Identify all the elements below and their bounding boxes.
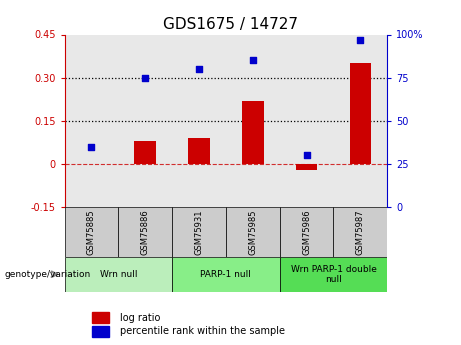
Text: GSM75886: GSM75886	[141, 209, 150, 255]
Point	[357, 37, 364, 42]
Point	[303, 152, 310, 158]
Bar	[242, 101, 264, 164]
Bar	[349, 63, 371, 164]
Bar	[333, 207, 387, 257]
Point	[142, 75, 149, 80]
Point	[88, 144, 95, 149]
Text: genotype/variation: genotype/variation	[5, 270, 91, 279]
Text: GSM75885: GSM75885	[87, 209, 96, 255]
Bar	[172, 257, 280, 292]
Bar	[188, 138, 210, 164]
Text: GSM75987: GSM75987	[356, 209, 365, 255]
Bar	[280, 207, 333, 257]
Text: Wrn null: Wrn null	[100, 270, 137, 279]
Text: PARP-1 null: PARP-1 null	[201, 270, 251, 279]
Text: percentile rank within the sample: percentile rank within the sample	[120, 326, 285, 336]
Bar	[135, 141, 156, 164]
Bar	[65, 257, 172, 292]
Point	[195, 66, 203, 72]
Text: GSM75985: GSM75985	[248, 209, 257, 255]
Text: GSM75986: GSM75986	[302, 209, 311, 255]
Text: log ratio: log ratio	[120, 313, 160, 323]
Text: GDS1675 / 14727: GDS1675 / 14727	[163, 17, 298, 32]
Bar	[280, 257, 387, 292]
Bar	[92, 313, 110, 323]
Text: Wrn PARP-1 double
null: Wrn PARP-1 double null	[290, 265, 376, 284]
Bar	[172, 207, 226, 257]
Point	[249, 58, 256, 63]
Text: GSM75931: GSM75931	[195, 209, 203, 255]
Bar	[92, 326, 110, 337]
Bar	[296, 164, 317, 170]
Bar	[226, 207, 280, 257]
Bar	[118, 207, 172, 257]
Bar	[65, 207, 118, 257]
